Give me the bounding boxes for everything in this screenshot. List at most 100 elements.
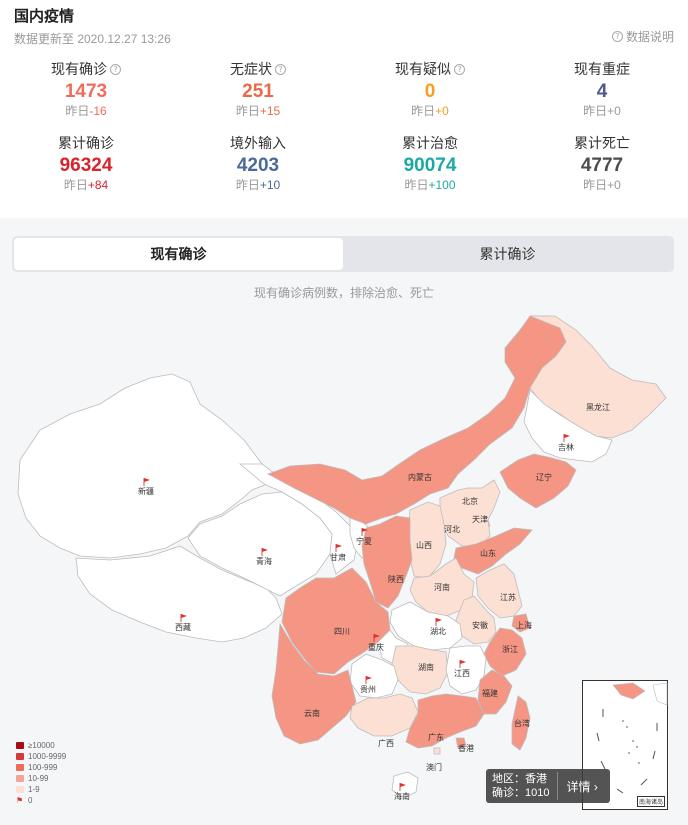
inset-label: 南海诸岛 bbox=[636, 796, 665, 807]
tab-current-confirmed[interactable]: 现有确诊 bbox=[14, 238, 343, 270]
stat-delta: 昨日-16 bbox=[65, 104, 107, 118]
province-辽宁[interactable] bbox=[499, 453, 577, 509]
province-label: 西藏 bbox=[175, 622, 191, 632]
stat-current-severe: 现有重症 4 昨日+0 bbox=[516, 60, 688, 134]
province-西藏[interactable] bbox=[75, 545, 283, 643]
province-label: 内蒙古 bbox=[408, 472, 432, 482]
zero-flag-icon bbox=[261, 548, 268, 556]
province-label: 海南 bbox=[394, 791, 410, 801]
province-澳门[interactable] bbox=[433, 747, 441, 755]
map-tooltip: 地区：香港 确诊：1010 详情 › bbox=[486, 769, 610, 803]
province-河北[interactable] bbox=[439, 479, 501, 547]
stat-total-deaths: 累计死亡 4777 昨日+0 bbox=[516, 134, 688, 208]
map-legend: ≥10000 1000-9999 100-999 10-99 1-9 ⚑ 0 bbox=[16, 740, 66, 806]
province-广东[interactable] bbox=[405, 693, 485, 749]
province-label: 重庆 bbox=[368, 642, 384, 652]
stat-value: 96324 bbox=[59, 155, 113, 176]
province-山西[interactable] bbox=[407, 501, 447, 579]
province-label: 广东 bbox=[428, 732, 444, 742]
stat-label: 无症状 bbox=[230, 61, 272, 77]
province-label: 河北 bbox=[444, 524, 460, 534]
zero-flag-icon bbox=[143, 478, 150, 486]
stat-delta: 昨日+10 bbox=[235, 178, 281, 192]
province-香港[interactable] bbox=[455, 737, 467, 749]
province-黑龙江[interactable] bbox=[529, 315, 667, 439]
legend-swatch bbox=[16, 753, 24, 760]
legend-label: 100-999 bbox=[28, 763, 58, 772]
province-上海[interactable] bbox=[511, 613, 531, 633]
help-icon[interactable]: ? bbox=[110, 63, 121, 75]
map-tabs: 现有确诊 累计确诊 bbox=[12, 236, 674, 272]
data-note-link[interactable]: ? 数据说明 bbox=[611, 28, 674, 45]
stat-label: 现有重症 bbox=[574, 61, 630, 77]
map-area: 现有确诊 累计确诊 现有确诊病例数，排除治愈、死亡 新疆 西藏 青海 甘肃 宁夏 内蒙古 黑… bbox=[0, 218, 688, 825]
inset-map bbox=[596, 682, 668, 794]
legend-swatch bbox=[16, 742, 24, 749]
zero-flag-icon bbox=[459, 660, 466, 668]
province-label: 陕西 bbox=[388, 574, 404, 584]
stat-asymptomatic: 无症状? 251 昨日+15 bbox=[172, 60, 344, 134]
province-台湾[interactable] bbox=[511, 695, 531, 751]
zero-flag-icon bbox=[365, 676, 372, 684]
help-icon: ? bbox=[611, 31, 623, 42]
tooltip-detail-button[interactable]: 详情 › bbox=[566, 779, 598, 794]
page-title: 国内疫情 bbox=[14, 8, 75, 25]
stat-total-confirmed: 累计确诊 96324 昨日+84 bbox=[0, 134, 172, 208]
stat-label: 现有疑似 bbox=[395, 61, 451, 77]
province-label: 辽宁 bbox=[536, 472, 552, 482]
province-label: 湖北 bbox=[430, 627, 446, 636]
province-浙江[interactable] bbox=[483, 627, 527, 677]
legend-label: 0 bbox=[28, 796, 33, 805]
province-label: 河南 bbox=[434, 582, 450, 592]
province-label: 浙江 bbox=[502, 644, 518, 654]
legend-swatch bbox=[16, 786, 24, 793]
data-note-label: 数据说明 bbox=[625, 30, 674, 44]
tab-total-confirmed[interactable]: 累计确诊 bbox=[479, 246, 536, 262]
legend-swatch bbox=[16, 775, 24, 782]
stat-delta: 昨日+100 bbox=[404, 178, 456, 192]
province-贵州[interactable] bbox=[349, 653, 399, 699]
province-江苏[interactable] bbox=[475, 563, 523, 619]
province-label: 新疆 bbox=[138, 486, 154, 496]
province-label: 安徽 bbox=[472, 620, 488, 630]
map-caption: 现有确诊病例数，排除治愈、死亡 bbox=[253, 286, 434, 300]
province-label: 青海 bbox=[256, 556, 272, 566]
header: 国内疫情 数据更新至 2020.12.27 13:26 ? 数据说明 bbox=[0, 0, 688, 48]
legend-swatch bbox=[16, 764, 24, 771]
legend-item: 1-9 bbox=[16, 784, 66, 795]
province-label: 山西 bbox=[416, 540, 432, 550]
stat-label: 累计确诊 bbox=[58, 135, 114, 151]
province-新疆[interactable] bbox=[17, 373, 273, 559]
legend-item: ⚑ 0 bbox=[16, 795, 66, 806]
province-云南[interactable] bbox=[271, 622, 357, 745]
stat-imported: 境外输入 4203 昨日+10 bbox=[172, 134, 344, 208]
province-label: 吉林 bbox=[558, 442, 574, 452]
update-time: 数据更新至 2020.12.27 13:26 bbox=[14, 32, 171, 46]
legend-label: 10-99 bbox=[28, 774, 49, 783]
stat-delta: 昨日+84 bbox=[63, 178, 109, 192]
province-湖北[interactable] bbox=[389, 601, 463, 651]
stat-label: 境外输入 bbox=[230, 135, 286, 151]
province-label: 宁夏 bbox=[356, 536, 372, 546]
stat-value: 0 bbox=[424, 81, 436, 102]
zero-flag-icon bbox=[361, 528, 368, 536]
stat-label: 现有确诊 bbox=[51, 61, 107, 77]
province-广西[interactable] bbox=[349, 693, 419, 737]
province-label: 湖南 bbox=[418, 662, 434, 672]
province-山东[interactable] bbox=[453, 527, 533, 575]
zero-flag-icon bbox=[399, 783, 406, 791]
help-icon[interactable]: ? bbox=[275, 63, 286, 75]
province-label: 黑龙江 bbox=[586, 402, 610, 412]
stat-total-cured: 累计治愈 90074 昨日+100 bbox=[344, 134, 516, 208]
zero-flag-icon bbox=[335, 544, 342, 552]
province-福建[interactable] bbox=[477, 669, 513, 715]
help-icon[interactable]: ? bbox=[454, 63, 465, 75]
stat-value: 90074 bbox=[403, 155, 457, 176]
zero-flag-icon bbox=[180, 614, 187, 622]
province-陕西[interactable] bbox=[361, 515, 413, 609]
legend-item: 10-99 bbox=[16, 773, 66, 784]
stat-value: 4777 bbox=[580, 155, 624, 176]
province-吉林[interactable] bbox=[523, 389, 613, 463]
stat-delta: 昨日+15 bbox=[235, 104, 281, 118]
